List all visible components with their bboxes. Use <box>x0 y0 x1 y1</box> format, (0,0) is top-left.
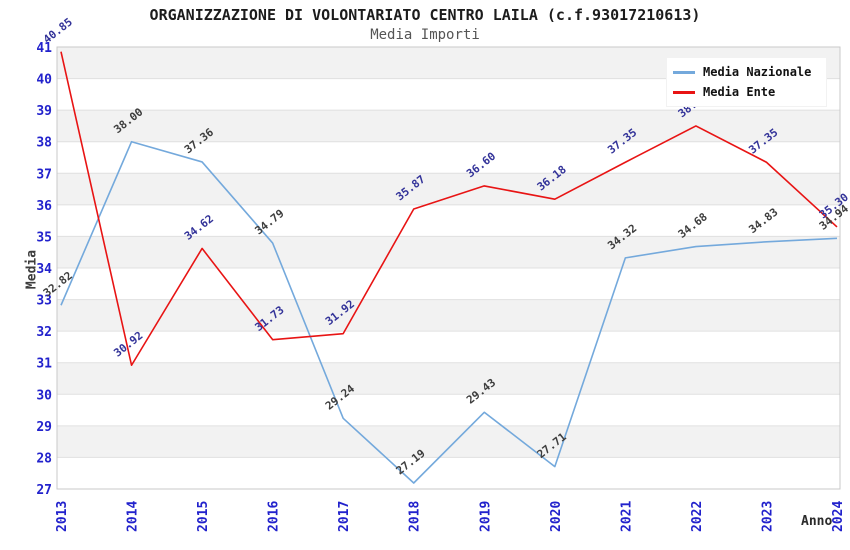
line-swatch-icon <box>673 70 695 74</box>
band-row <box>57 110 840 142</box>
legend-label: Media Ente <box>703 85 776 99</box>
x-tick-label: 2016 <box>267 501 282 532</box>
y-tick-label: 31 <box>36 357 52 372</box>
legend-label: Media Nazionale <box>703 65 812 79</box>
y-tick-label: 33 <box>36 294 52 309</box>
band-row <box>57 362 840 395</box>
band-row <box>57 425 840 458</box>
band-row <box>57 236 840 268</box>
x-tick-label: 2017 <box>337 501 352 532</box>
value-label: 40.85 <box>41 15 75 46</box>
series-line-media-ente <box>60 51 838 367</box>
y-tick-label: 41 <box>36 41 52 56</box>
y-axis-title: Media <box>24 249 40 290</box>
y-tick-label: 29 <box>36 420 52 435</box>
band-row <box>57 173 840 205</box>
y-tick-label: 39 <box>36 104 52 119</box>
x-tick-label: 2020 <box>549 501 564 532</box>
series-line-media-nazionale <box>60 140 838 484</box>
x-tick-label: 2013 <box>55 501 70 532</box>
x-tick-label: 2022 <box>690 501 705 532</box>
x-tick-label: 2014 <box>126 501 141 532</box>
y-tick-label: 34 <box>36 262 52 277</box>
y-tick-label: 27 <box>36 483 52 498</box>
y-tick-label: 35 <box>36 230 52 245</box>
x-tick-label: 2019 <box>478 501 493 532</box>
legend-item-media-nazionale: Media Nazionale <box>673 62 826 82</box>
chart-subtitle: Media Importi <box>370 27 480 43</box>
y-tick-label: 36 <box>36 199 52 214</box>
line-swatch-icon <box>673 90 695 94</box>
chart-title: ORGANIZZAZIONE DI VOLONTARIATO CENTRO LA… <box>149 6 701 24</box>
y-tick-label: 38 <box>36 136 52 151</box>
plot-border <box>56 46 841 490</box>
band-row <box>57 299 840 332</box>
x-tick-label: 2018 <box>408 501 423 532</box>
y-tick-label: 28 <box>36 451 52 466</box>
y-tick-label: 32 <box>36 325 52 340</box>
y-tick-label: 30 <box>36 388 52 403</box>
x-tick-label: 2015 <box>196 501 211 532</box>
x-tick-label: 2023 <box>760 501 775 532</box>
legend: Media Nazionale Media Ente <box>666 57 827 107</box>
value-label: 34.79 <box>252 207 286 238</box>
y-tick-label: 40 <box>36 73 52 88</box>
y-tick-label: 37 <box>36 167 52 182</box>
x-axis-title: Anno <box>801 514 833 529</box>
x-tick-label: 2021 <box>619 501 634 532</box>
value-label: 34.83 <box>746 206 780 237</box>
legend-item-media-ente: Media Ente <box>673 82 826 102</box>
x-tick-label: 2024 <box>831 501 846 532</box>
